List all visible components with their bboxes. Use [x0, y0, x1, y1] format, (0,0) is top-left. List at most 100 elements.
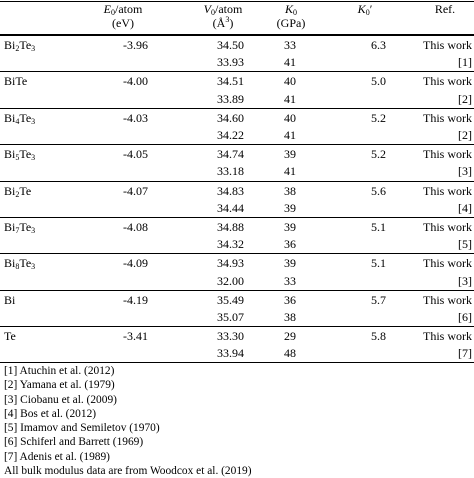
- e0-cell: -4.19: [123, 292, 148, 307]
- table-row: Bi -4.19 35.49 36 5.7 This work: [0, 289, 474, 309]
- table-row: Bi7Te3 -4.08 34.88 39 5.1 This work: [0, 217, 474, 236]
- ref-cell: [2]: [458, 128, 472, 142]
- k0-cell: 38: [284, 310, 296, 324]
- header-k0-prime: K0′: [357, 2, 373, 17]
- footnote: [1] Atuchin et al. (2012): [4, 365, 115, 377]
- ref-cell: This work: [423, 147, 472, 162]
- v0-cell: 33.30: [217, 329, 244, 344]
- footnote: [7] Adenis et al. (1989): [4, 450, 110, 463]
- compound-cell: Bi4Te3: [4, 110, 36, 126]
- table-row: 34.22 41 [2]: [0, 126, 474, 144]
- k0-cell: 33: [284, 273, 296, 288]
- table-row: Bi2Te -4.07 34.83 38 5.6 This work: [0, 180, 474, 200]
- table-footnotes: [1] Atuchin et al. (2012) [2] Yamana et …: [4, 364, 252, 478]
- header-v0: V0/atom (Å3): [203, 2, 243, 30]
- table-row: Bi5Te3 -4.05 34.74 39 5.2 This work: [0, 144, 474, 163]
- k0-cell: 41: [284, 55, 296, 70]
- k0-prime-cell: 5.8: [371, 329, 386, 344]
- ref-cell: [2]: [458, 91, 472, 106]
- k0-prime-cell: 5.2: [371, 147, 386, 162]
- header-k0: K0 (GPa): [276, 2, 306, 30]
- header-ref: Ref.: [434, 2, 456, 16]
- v0-cell: 34.22: [217, 128, 244, 142]
- k0-cell: 40: [284, 74, 296, 89]
- e0-cell: -4.05: [123, 147, 148, 162]
- footnote: [2] Yamana et al. (1979): [4, 379, 115, 392]
- ref-cell: [3]: [458, 164, 472, 179]
- e0-cell: -4.00: [123, 74, 148, 89]
- table-row: 34.44 39 [4]: [0, 199, 474, 217]
- k0-cell: 41: [284, 164, 296, 179]
- k0-prime-cell: 5.1: [371, 256, 386, 271]
- k0-cell: 39: [284, 147, 296, 162]
- table-row: 33.89 41 [2]: [0, 90, 474, 108]
- table-row: 35.07 38 [6]: [0, 308, 474, 326]
- v0-cell: 34.83: [217, 183, 244, 198]
- e0-cell: -4.03: [123, 110, 148, 125]
- table-row: 34.32 36 [5]: [0, 235, 474, 253]
- k0-cell: 36: [284, 237, 296, 252]
- ref-cell: [6]: [458, 310, 472, 324]
- compound-cell: Bi5Te3: [4, 147, 36, 163]
- footnote: [3] Ciobanu et al. (2009): [4, 393, 117, 406]
- v0-cell: 35.07: [217, 310, 244, 324]
- table-row: Bi4Te3 -4.03 34.60 40 5.2 This work: [0, 107, 474, 127]
- ref-cell: [5]: [458, 237, 472, 252]
- compound-cell: Bi2Te: [4, 183, 32, 199]
- k0-prime-cell: 5.1: [371, 220, 386, 234]
- ref-cell: This work: [423, 256, 472, 271]
- ref-cell: This work: [423, 329, 472, 344]
- ref-cell: [1]: [458, 55, 472, 70]
- ref-cell: This work: [423, 183, 472, 198]
- ref-cell: [3]: [458, 273, 472, 288]
- ref-cell: [4]: [458, 200, 472, 215]
- v0-cell: 33.18: [217, 164, 244, 179]
- footnote: [4] Bos et al. (2012): [4, 407, 97, 420]
- footnote: [6] Schiferl and Barrett (1969): [4, 436, 144, 449]
- k0-cell: 39: [284, 220, 296, 234]
- v0-cell: 34.51: [217, 74, 244, 89]
- footnote: All bulk modulus data are from Woodcox e…: [4, 465, 252, 478]
- table-row: 33.94 48 [7]: [0, 344, 474, 362]
- e0-cell: -3.41: [123, 329, 148, 344]
- header-e0: E0/atom (eV): [103, 2, 143, 30]
- table-row: Bi2Te3 -3.96 34.50 33 6.3 This work: [0, 35, 474, 54]
- compound-cell: Bi7Te3: [4, 220, 36, 235]
- k0-prime-cell: 5.7: [371, 292, 386, 307]
- v0-cell: 33.89: [217, 91, 244, 106]
- k0-prime-cell: 5.6: [371, 183, 386, 198]
- v0-cell: 34.50: [217, 38, 244, 52]
- v0-cell: 34.32: [217, 237, 244, 252]
- compound-cell: BiTe: [4, 74, 28, 89]
- v0-cell: 34.88: [217, 220, 244, 234]
- compound-cell: Bi2Te3: [4, 38, 36, 53]
- table-row: 33.93 41 [1]: [0, 53, 474, 71]
- ref-cell: This work: [423, 292, 472, 307]
- ref-cell: [7]: [458, 346, 472, 361]
- e0-cell: -4.07: [123, 183, 148, 198]
- k0-prime-cell: 5.0: [371, 74, 386, 89]
- v0-cell: 34.74: [217, 147, 244, 162]
- footnote: [5] Imamov and Semiletov (1970): [4, 422, 160, 435]
- k0-cell: 48: [284, 346, 296, 361]
- compound-cell: Bi8Te3: [4, 256, 36, 272]
- k0-cell: 39: [284, 200, 296, 215]
- v0-cell: 33.93: [217, 55, 244, 70]
- k0-prime-cell: 6.3: [371, 38, 386, 52]
- v0-cell: 34.44: [217, 200, 244, 215]
- table-top-rule: [0, 1, 474, 2]
- e0-cell: -4.08: [123, 220, 148, 234]
- k0-cell: 36: [284, 292, 296, 307]
- k0-cell: 39: [284, 256, 296, 271]
- compound-cell: Bi: [4, 292, 16, 307]
- k0-prime-cell: 5.2: [371, 110, 386, 125]
- e0-cell: -3.96: [123, 38, 148, 52]
- table-row: Te -3.41 33.30 29 5.8 This work: [0, 326, 474, 345]
- table-row: Bi8Te3 -4.09 34.93 39 5.1 This work: [0, 253, 474, 272]
- table-bottom-rule: [0, 362, 474, 363]
- table-row: BiTe -4.00 34.51 40 5.0 This work: [0, 71, 474, 90]
- k0-cell: 40: [284, 110, 296, 125]
- k0-cell: 38: [284, 183, 296, 198]
- v0-cell: 35.49: [217, 292, 244, 307]
